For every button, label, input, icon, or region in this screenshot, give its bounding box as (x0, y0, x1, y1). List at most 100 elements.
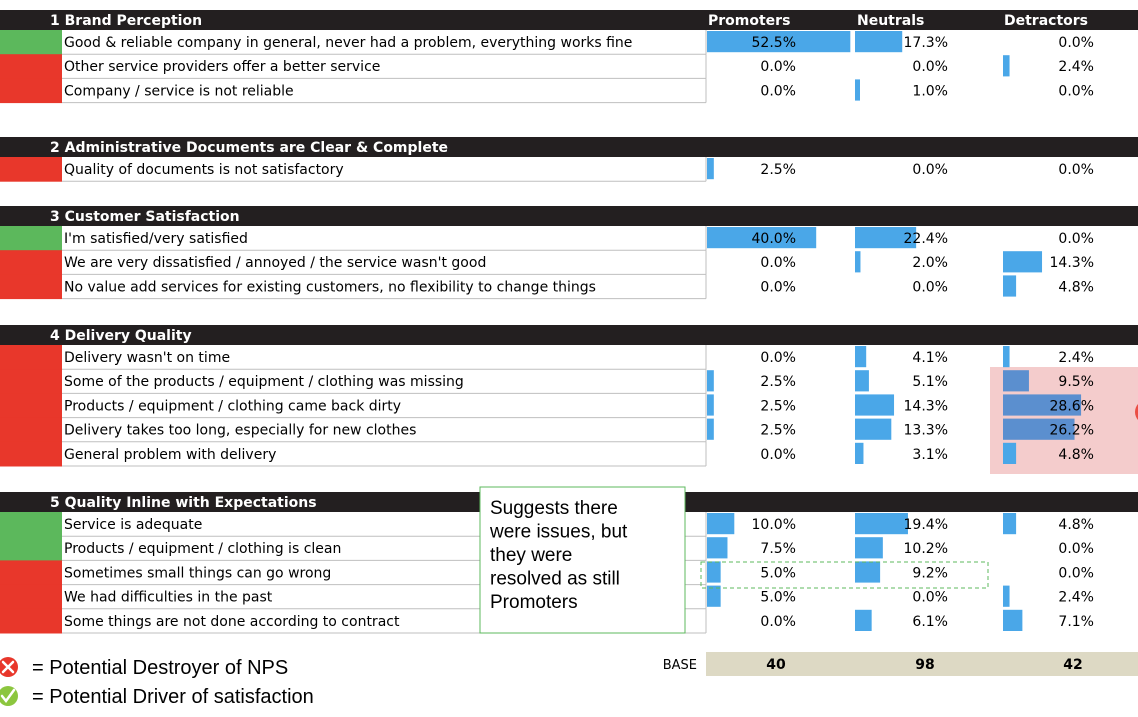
column-header-neutrals: Neutrals (857, 13, 924, 29)
row-flag-destroyer (0, 369, 62, 394)
bar-neutrals (855, 79, 860, 101)
row-label: I'm satisfied/very satisfied (64, 231, 248, 247)
value-neutrals: 4.1% (912, 350, 948, 366)
bar-detractors (1003, 609, 1023, 631)
row-flag-destroyer (0, 157, 62, 182)
value-neutrals: 0.0% (912, 162, 948, 178)
annotation-line: Suggests there (490, 498, 618, 519)
bar-promoters (707, 158, 714, 180)
check-mark-icon (0, 688, 16, 704)
row-label: Quality of documents is not satisfactory (64, 162, 344, 178)
dashed-highlight-box (700, 561, 989, 589)
base-value-detractors: 42 (1063, 657, 1082, 673)
value-detractors: 7.1% (1058, 614, 1094, 630)
row-flag-destroyer (0, 417, 62, 443)
value-promoters: 2.5% (760, 374, 796, 390)
row-label: Sometimes small things can go wrong (64, 565, 331, 581)
value-detractors: 2.4% (1058, 350, 1094, 366)
section-title: 5 Quality Inline with Expectations (50, 495, 317, 511)
bar-detractors (1003, 346, 1010, 368)
row-flag-destroyer (0, 78, 62, 104)
bar-promoters (707, 561, 721, 583)
row-flag-destroyer (0, 560, 62, 586)
legend-driver: = Potential Driver of satisfaction (32, 686, 314, 708)
value-neutrals: 2.0% (912, 255, 948, 271)
value-detractors: 4.8% (1058, 279, 1094, 295)
bar-detractors (1003, 55, 1010, 77)
value-promoters: 10.0% (752, 517, 796, 533)
value-detractors: 4.8% (1058, 517, 1094, 533)
bar-promoters (707, 227, 817, 249)
value-promoters: 0.0% (760, 447, 796, 463)
value-detractors: 0.0% (1058, 162, 1094, 178)
row-flag-destroyer (0, 274, 62, 300)
value-promoters: 5.0% (760, 565, 796, 581)
section-header-bar (0, 10, 1138, 30)
value-detractors: 2.4% (1058, 59, 1094, 75)
value-promoters: 0.0% (760, 614, 796, 630)
bar-promoters (707, 418, 714, 440)
row-flag-destroyer (0, 584, 62, 610)
value-detractors: 9.5% (1058, 374, 1094, 390)
row-label: Delivery takes too long, especially for … (64, 423, 416, 439)
annotation-note: Suggests there were issues, but they were r… (489, 498, 628, 613)
value-detractors: 0.0% (1058, 83, 1094, 99)
value-neutrals: 5.1% (912, 374, 948, 390)
bar-neutrals (855, 251, 861, 273)
bar-neutrals (855, 609, 872, 631)
bar-neutrals (855, 561, 881, 583)
value-detractors: 14.3% (1050, 255, 1094, 271)
row-label: Some things are not done according to co… (64, 614, 400, 630)
bar-promoters (707, 537, 728, 559)
bar-detractors (1003, 275, 1017, 297)
value-detractors: 0.0% (1058, 541, 1094, 557)
bar-detractors (1003, 442, 1017, 464)
row-label: Some of the products / equipment / cloth… (64, 374, 464, 390)
annotation-note-box (479, 486, 686, 634)
value-promoters: 0.0% (760, 350, 796, 366)
bar-promoters (707, 394, 714, 416)
base-row-bg (706, 652, 1138, 676)
row-flag-destroyer (0, 608, 62, 634)
bar-detractors (1003, 394, 1082, 416)
row-flag-destroyer (0, 54, 62, 79)
value-neutrals: 19.4% (904, 517, 948, 533)
value-neutrals: 3.1% (912, 447, 948, 463)
section-header-bar (0, 325, 1138, 345)
section-title: 1 Brand Perception (50, 13, 202, 29)
bar-detractors (1003, 585, 1010, 607)
row-flag-destroyer (0, 250, 62, 275)
value-promoters: 40.0% (752, 231, 796, 247)
row-flag-destroyer (0, 345, 62, 370)
value-neutrals: 0.0% (912, 59, 948, 75)
value-neutrals: 10.2% (904, 541, 948, 557)
value-neutrals: 0.0% (912, 279, 948, 295)
bar-neutrals (855, 346, 867, 368)
bar-neutrals (855, 227, 917, 249)
row-label: Products / equipment / clothing came bac… (64, 398, 401, 414)
bar-neutrals (855, 394, 895, 416)
annotation-line: they were (490, 545, 572, 566)
section-header-bar (0, 137, 1138, 157)
annotation-line: Promoters (490, 592, 578, 613)
x-mark-icon (1, 660, 15, 674)
section-header-bar (0, 206, 1138, 226)
row-label: Service is adequate (64, 517, 202, 533)
bar-neutrals (855, 370, 869, 392)
row-flag-destroyer (0, 393, 62, 419)
bar-detractors (1003, 251, 1043, 273)
row-flag-driver (0, 30, 62, 55)
value-neutrals: 0.0% (912, 590, 948, 606)
value-neutrals: 22.4% (904, 231, 948, 247)
base-value-neutrals: 98 (915, 657, 934, 673)
column-header-promoters: Promoters (708, 13, 790, 29)
section-title: 3 Customer Satisfaction (50, 209, 240, 225)
row-label: We had difficulties in the past (64, 590, 273, 606)
value-detractors: 0.0% (1058, 231, 1094, 247)
value-detractors: 0.0% (1058, 565, 1094, 581)
value-neutrals: 14.3% (904, 398, 948, 414)
bar-neutrals (855, 442, 864, 464)
annotation-line: were issues, but (489, 522, 628, 543)
